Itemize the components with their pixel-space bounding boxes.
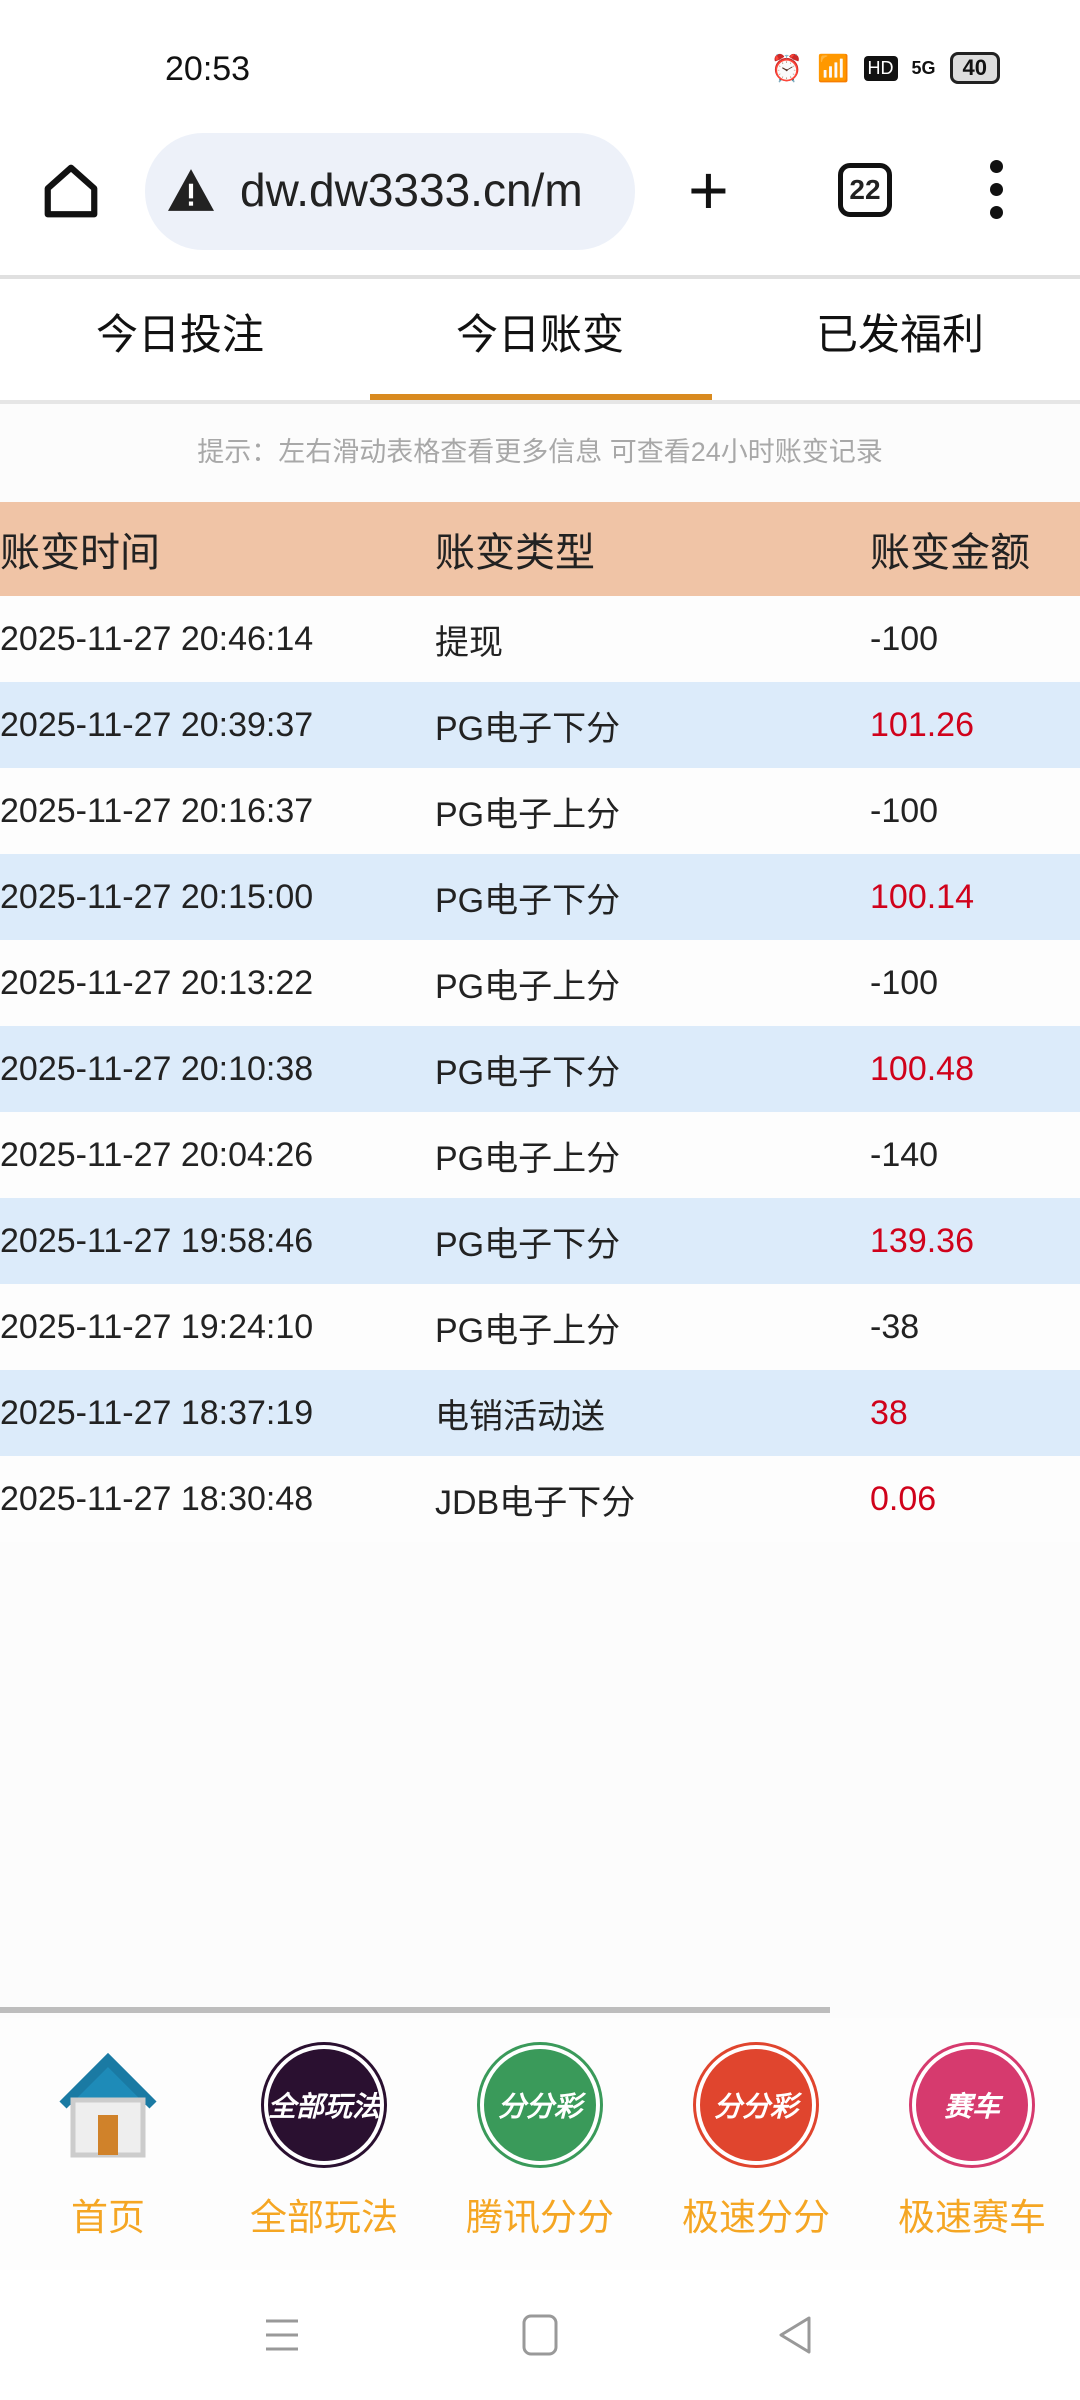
back-icon[interactable] (775, 2315, 815, 2355)
bottom-nav: 首页 全部玩法 全部玩法 分分彩 腾讯分分 分分彩 极速分分 赛车 极速赛车 (0, 2018, 1080, 2270)
table-row: 2025-11-27 18:37:19 电销活动送 38 (0, 1370, 1080, 1456)
cell-amount: -100 (870, 963, 939, 1002)
battery-icon: 40 (949, 52, 1000, 84)
cell-type: PG电子下分 (435, 709, 621, 748)
table-row: 2025-11-27 20:15:00 PG电子下分 100.14 (0, 854, 1080, 940)
table-row: 2025-11-27 20:46:14 提现 -100 (0, 596, 1080, 682)
warning-icon[interactable] (165, 167, 217, 213)
table-row: 2025-11-27 20:04:26 PG电子上分 -140 (0, 1112, 1080, 1198)
cell-amount: 38 (870, 1393, 908, 1432)
speed-racing-icon: 赛车 (912, 2045, 1032, 2165)
tab-today-bets[interactable]: 今日投注 (95, 311, 264, 358)
cell-time: 2025-11-27 18:30:48 (0, 1479, 314, 1518)
cell-time: 2025-11-27 20:16:37 (0, 791, 314, 830)
table-row: 2025-11-27 20:13:22 PG电子上分 -100 (0, 940, 1080, 1026)
cell-time: 2025-11-27 20:15:00 (0, 877, 314, 916)
divider (0, 400, 1080, 404)
cell-time: 2025-11-27 19:58:46 (0, 1221, 314, 1260)
status-icons: ⏰ 📶 HD 5G 40 (771, 52, 1000, 84)
cell-time: 2025-11-27 20:46:14 (0, 619, 314, 658)
all-games-icon: 全部玩法 (264, 2045, 384, 2165)
cell-time: 2025-11-27 20:10:38 (0, 1049, 314, 1088)
nav-label: 腾讯分分 (466, 2197, 614, 2238)
cell-type: JDB电子下分 (435, 1483, 636, 1522)
tab-switcher-button[interactable]: 22 (838, 163, 892, 217)
alarm-icon: ⏰ (770, 52, 804, 83)
home-nav-icon[interactable] (520, 2313, 560, 2357)
nav-item[interactable]: 分分彩 极速分分 (648, 2018, 864, 2270)
cell-type: 电销活动送 (435, 1397, 605, 1436)
tab-issued-bonus[interactable]: 已发福利 (815, 311, 984, 358)
table-row: 2025-11-27 20:16:37 PG电子上分 -100 (0, 768, 1080, 854)
nav-item[interactable]: 首页 (0, 2018, 216, 2270)
nav-label: 极速赛车 (898, 2197, 1046, 2238)
nav-item[interactable]: 赛车 极速赛车 (864, 2018, 1080, 2270)
cell-type: PG电子上分 (435, 1311, 621, 1350)
transactions-table[interactable]: 账变时间 账变类型 账变金额 2025-11-27 20:46:14 提现 -100… (0, 502, 1080, 1542)
table-row: 2025-11-27 20:39:37 PG电子下分 101.26 (0, 682, 1080, 768)
cell-amount: 101.26 (870, 705, 974, 744)
cell-amount: -100 (870, 791, 939, 830)
cell-amount: 0.06 (870, 1479, 937, 1518)
header-type: 账变类型 (435, 531, 595, 575)
cell-amount: -38 (870, 1307, 920, 1346)
nav-item[interactable]: 分分彩 腾讯分分 (432, 2018, 648, 2270)
recent-apps-icon[interactable] (262, 2315, 302, 2355)
nav-item[interactable]: 全部玩法 全部玩法 (216, 2018, 432, 2270)
hd-icon: HD (863, 55, 898, 81)
horizontal-scrollbar[interactable] (0, 2007, 830, 2013)
hint-text: 提示：左右滑动表格查看更多信息 可查看24小时账变记录 (197, 437, 883, 467)
cell-amount: 100.14 (870, 877, 974, 916)
tencent-ffc-icon: 分分彩 (480, 2045, 600, 2165)
home-icon[interactable] (40, 160, 102, 222)
cell-time: 2025-11-27 20:04:26 (0, 1135, 314, 1174)
cell-type: 提现 (435, 623, 503, 662)
cell-amount: -100 (870, 619, 939, 658)
table-row: 2025-11-27 20:10:38 PG电子下分 100.48 (0, 1026, 1080, 1112)
new-tab-icon[interactable]: + (688, 151, 729, 229)
url-text[interactable]: dw.dw3333.cn/m (240, 164, 583, 216)
header-time: 账变时间 (0, 531, 160, 575)
signal-icon: 5G (911, 57, 936, 78)
house-icon (59, 2052, 157, 2158)
cell-amount: -140 (870, 1135, 939, 1174)
cell-type: PG电子上分 (435, 1139, 621, 1178)
cell-type: PG电子下分 (435, 881, 621, 920)
wifi-icon: 📶 (817, 52, 850, 83)
divider (0, 275, 1080, 279)
cell-time: 2025-11-27 20:13:22 (0, 963, 314, 1002)
table-row: 2025-11-27 19:24:10 PG电子上分 -38 (0, 1284, 1080, 1370)
nav-label: 全部玩法 (250, 2197, 398, 2238)
cell-amount: 139.36 (870, 1221, 974, 1260)
tab-bar: 今日投注 今日账变 已发福利 (0, 279, 1080, 400)
header-amount: 账变金额 (870, 531, 1030, 575)
system-nav-bar (0, 2270, 1080, 2400)
cell-type: PG电子下分 (435, 1053, 621, 1092)
cell-time: 2025-11-27 19:24:10 (0, 1307, 314, 1346)
address-bar[interactable] (145, 133, 635, 250)
cell-amount: 100.48 (870, 1049, 974, 1088)
cell-time: 2025-11-27 18:37:19 (0, 1393, 314, 1432)
table-row: 2025-11-27 19:58:46 PG电子下分 139.36 (0, 1198, 1080, 1284)
more-menu-icon[interactable] (990, 160, 1006, 229)
cell-type: PG电子下分 (435, 1225, 621, 1264)
clock: 20:53 (165, 50, 251, 88)
speed-ffc-icon: 分分彩 (696, 2045, 816, 2165)
cell-time: 2025-11-27 20:39:37 (0, 705, 314, 744)
cell-type: PG电子上分 (435, 795, 621, 834)
table-row: 2025-11-27 18:30:48 JDB电子下分 0.06 (0, 1456, 1080, 1542)
status-bar: 20:53 ⏰ 📶 HD 5G 40 (0, 0, 1080, 120)
tab-today-transactions[interactable]: 今日账变 (360, 279, 720, 400)
nav-label: 极速分分 (682, 2197, 830, 2238)
nav-label: 首页 (71, 2197, 145, 2238)
cell-type: PG电子上分 (435, 967, 621, 1006)
table-header: 账变时间 账变类型 账变金额 (0, 502, 1080, 596)
